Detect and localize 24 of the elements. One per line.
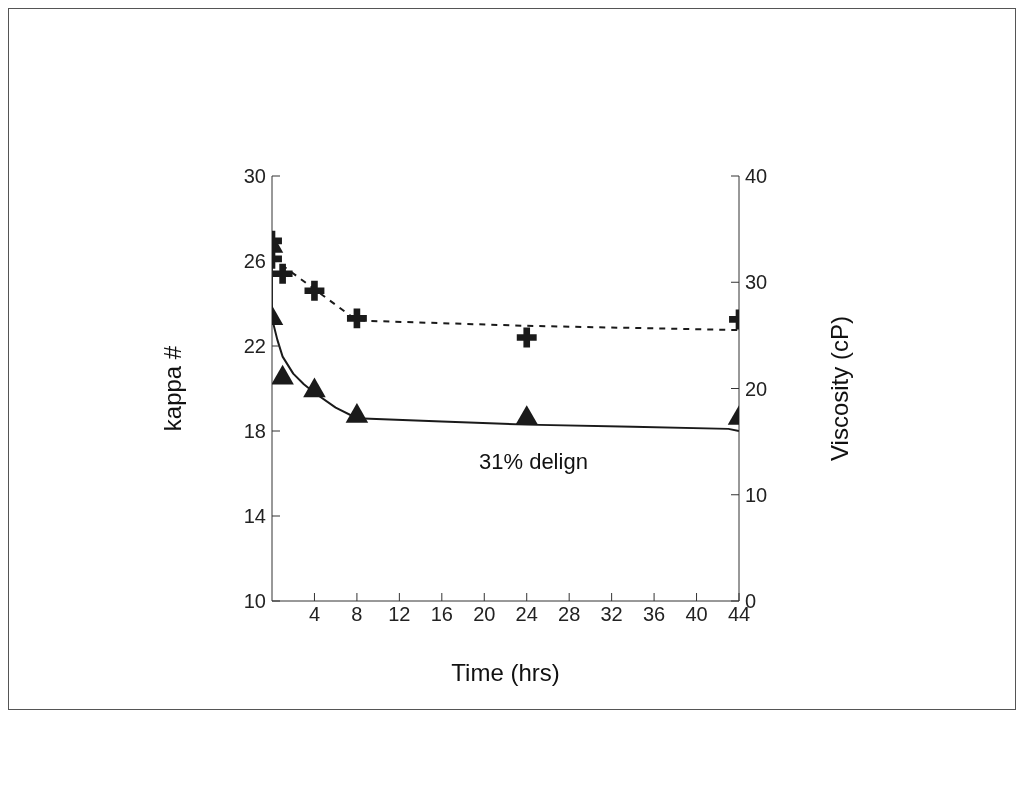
y2-tick-label: 20: [745, 377, 768, 400]
y-tick-label: 18: [243, 420, 266, 443]
y2-axis-title: Viscosity (cP): [825, 316, 853, 461]
x-tick-label: 28: [558, 603, 581, 626]
x-tick-label: 36: [642, 603, 666, 626]
y-tick-label: 14: [243, 505, 266, 528]
x-tick-label: 32: [600, 603, 623, 626]
y-tick-label: 10: [243, 590, 266, 613]
x-tick-label: 20: [473, 603, 496, 626]
annotation: 31% delign: [479, 449, 588, 475]
x-tick-label: 4: [308, 603, 321, 626]
x-axis-title: Time (hrs): [451, 659, 560, 686]
y-tick-label: 22: [243, 335, 266, 358]
x-tick-label: 8: [351, 603, 363, 626]
x-tick-label: 40: [685, 603, 708, 626]
y2-tick-label: 30: [745, 271, 768, 294]
x-tick-label: 12: [388, 603, 411, 626]
y-tick-label: 30: [243, 165, 266, 188]
y2-tick-label: 40: [745, 165, 768, 188]
x-tick-label: 16: [430, 603, 453, 626]
y-tick-label: 26: [243, 250, 266, 273]
x-tick-label: 24: [515, 603, 538, 626]
y2-tick-label: 10: [745, 483, 768, 506]
y-axis-title: kappa #: [158, 345, 186, 432]
